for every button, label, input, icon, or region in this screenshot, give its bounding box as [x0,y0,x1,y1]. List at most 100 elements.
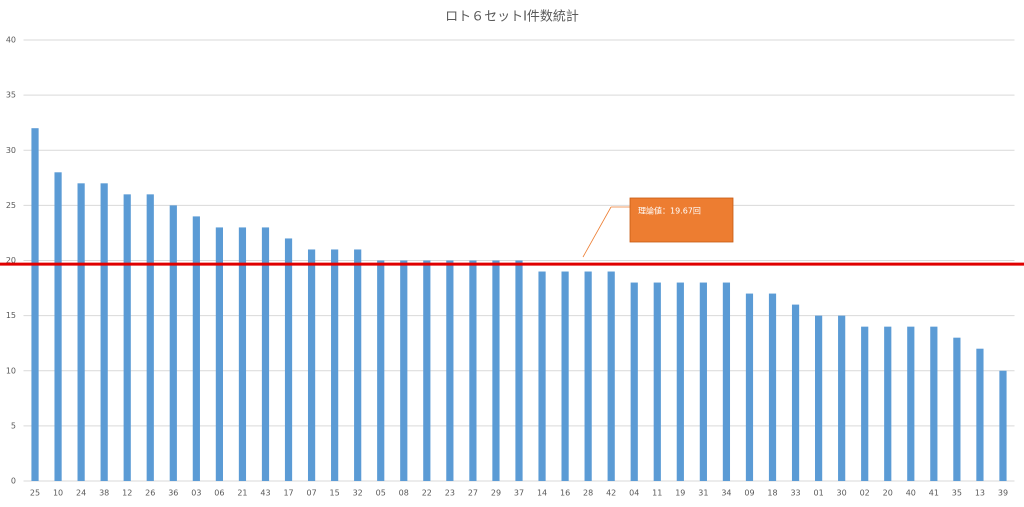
bar [100,183,108,481]
bar [261,227,270,481]
bar [123,194,131,481]
bar [77,183,85,481]
bar [976,348,984,481]
x-tick-label: 34 [721,489,731,498]
x-tick-label: 30 [837,489,847,498]
y-tick-label: 5 [11,421,16,430]
bar [630,282,638,481]
x-tick-label: 08 [399,489,409,498]
bar [768,293,777,481]
x-tick-label: 03 [191,489,201,498]
bar [192,216,200,481]
bar [838,315,846,481]
bar [722,282,731,481]
bar [815,315,823,481]
x-tick-label: 22 [422,489,432,498]
x-tick-label: 07 [306,489,316,498]
chart-title: ロト６セットI件数統計 [445,9,579,25]
x-tick-label: 18 [767,489,777,498]
y-tick-label: 40 [6,36,16,45]
bar [745,293,754,481]
x-tick-label: 10 [53,489,63,498]
x-tick-label: 25 [30,489,40,498]
x-tick-label: 36 [168,489,178,498]
x-tick-label: 14 [537,489,547,498]
x-tick-label: 05 [376,489,386,498]
annotation: 理論値：19.67回 [638,206,701,216]
y-tick-label: 15 [6,311,16,320]
x-tick-label: 37 [514,489,524,498]
x-tick-label: 23 [445,489,455,498]
bar [538,271,546,481]
x-tick-label: 27 [468,489,478,498]
x-tick-label: 17 [283,489,293,498]
bar [492,260,500,481]
y-tick-label: 35 [6,91,16,100]
x-tick-label: 21 [237,489,247,498]
bar [31,128,39,481]
y-tick-label: 20 [6,256,16,265]
callout-box [629,197,734,243]
bar [307,249,316,481]
x-tick-label: 40 [906,489,916,498]
x-tick-label: 16 [560,489,570,498]
bar [354,249,362,481]
x-tick-label: 04 [629,489,639,498]
x-tick-label: 41 [929,489,939,498]
x-tick-label: 24 [76,489,86,498]
x-tick-label: 13 [975,489,985,498]
bar [215,227,223,481]
x-tick-label: 42 [606,489,616,498]
bar [607,271,615,481]
x-tick-label: 19 [675,489,685,498]
x-tick-label: 43 [260,489,270,498]
x-tick-label: 33 [790,489,800,498]
bar [907,326,915,481]
bar [584,271,592,481]
bar [146,194,154,481]
callout-leader [582,206,612,258]
bar [331,249,339,481]
bar [515,260,523,481]
bar [446,260,454,481]
bar [699,282,707,481]
x-tick-label: 02 [860,489,870,498]
bar [54,172,62,482]
bar [676,282,684,481]
x-tick-label: 38 [99,489,109,498]
bar [561,271,569,481]
y-tick-label: 25 [6,201,16,210]
bar [377,260,385,481]
y-tick-label: 10 [6,366,16,375]
bar [284,238,293,481]
y-tick-label: 30 [6,146,16,155]
x-tick-label: 26 [145,489,155,498]
bar [400,260,408,481]
bar [423,260,431,481]
x-tick-label: 12 [122,489,132,498]
x-tick-label: 11 [652,489,662,498]
x-tick-label: 06 [214,489,224,498]
bar [930,326,938,481]
bar [861,326,869,481]
x-tick-label: 28 [583,489,593,498]
bar [953,337,961,481]
x-tick-label: 32 [353,489,363,498]
bar [884,326,892,481]
bar [238,227,247,481]
bar [169,205,177,481]
bar [469,260,477,481]
bar [653,282,661,481]
x-tick-label: 20 [883,489,893,498]
x-tick-label: 35 [952,489,962,498]
x-tick-label: 01 [814,489,824,498]
bar [791,304,800,481]
x-tick-label: 29 [491,489,501,498]
y-tick-label: 0 [11,477,16,486]
x-tick-label: 09 [744,489,754,498]
x-tick-label: 15 [330,489,340,498]
x-tick-label: 39 [998,489,1008,498]
bar [999,370,1007,481]
x-tick-label: 31 [698,489,708,498]
